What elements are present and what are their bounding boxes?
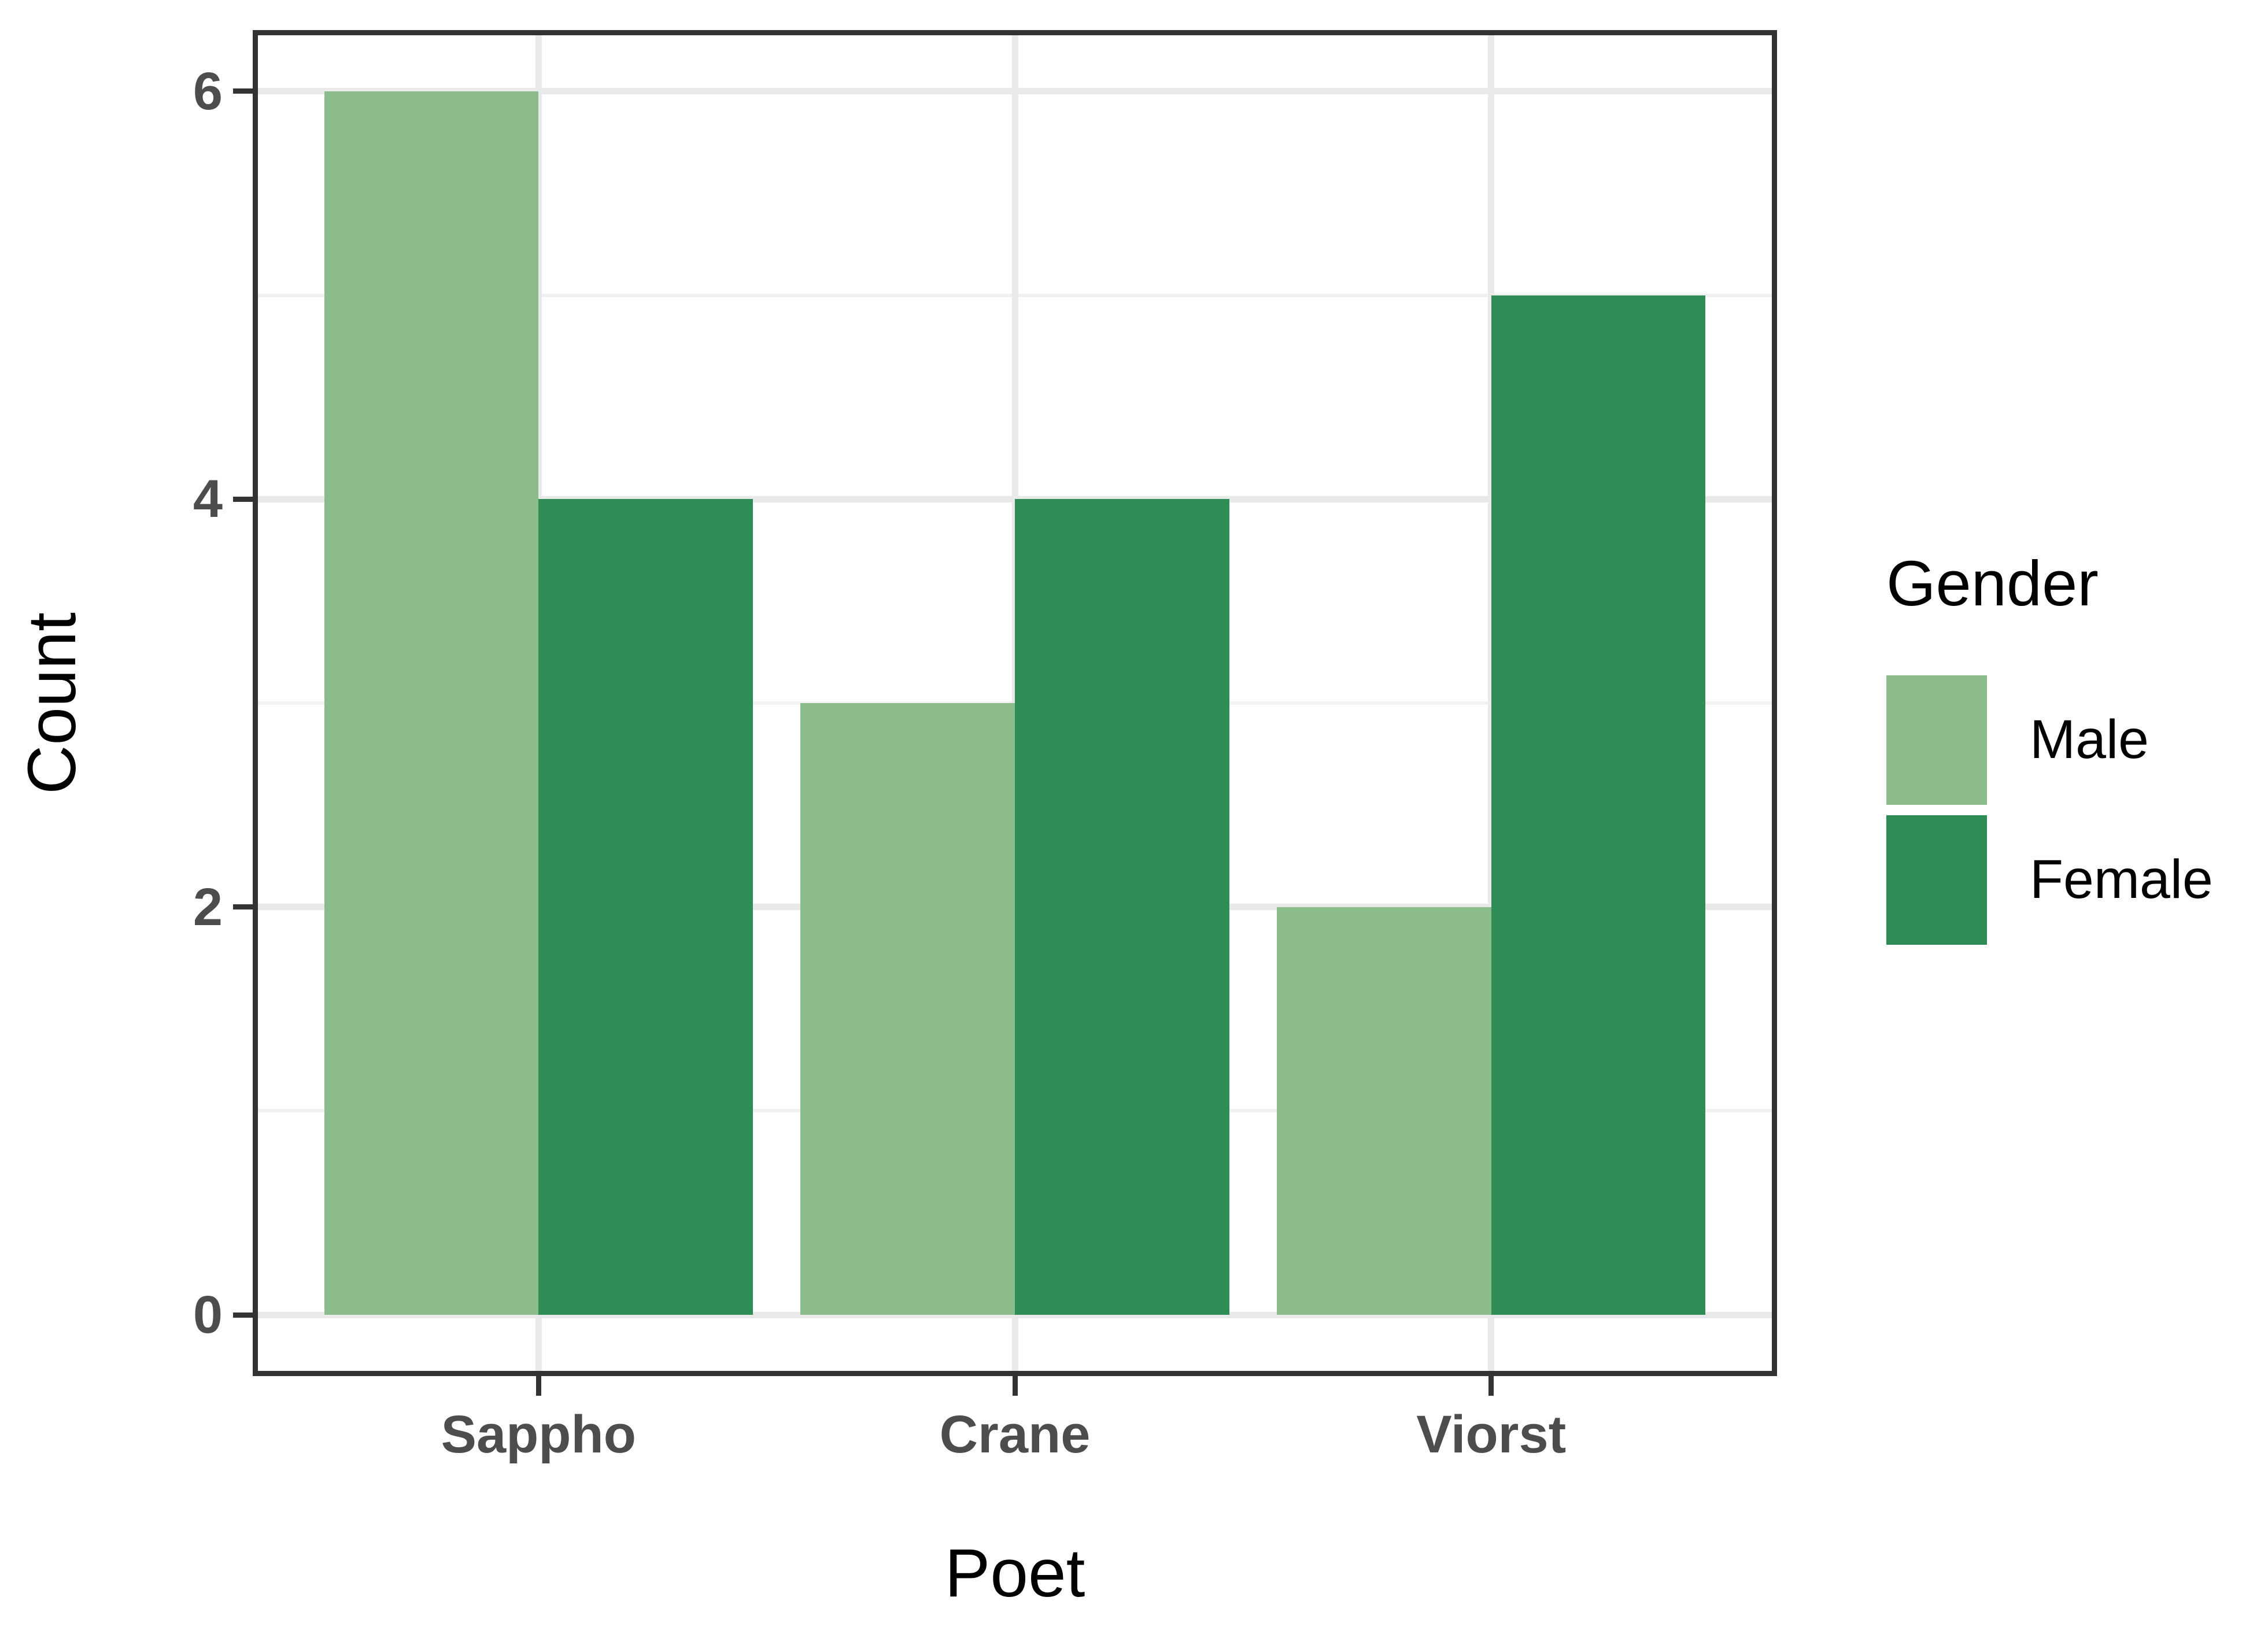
legend-label-male: Male	[2030, 709, 2149, 770]
legend-item-male: Male	[1886, 675, 2213, 805]
bar-male-sappho	[324, 91, 539, 1315]
bar-female-viorst	[1491, 295, 1706, 1315]
y-tick-6	[233, 88, 253, 94]
x-tick-sappho	[535, 1376, 541, 1396]
y-tick-4	[233, 496, 253, 502]
y-tick-label-2: 2	[193, 877, 223, 937]
y-tick-label-0: 0	[193, 1285, 223, 1345]
plot-panel	[253, 30, 1777, 1376]
x-tick-crane	[1012, 1376, 1018, 1396]
bar-male-crane	[800, 703, 1015, 1315]
legend-swatch-female-icon	[1886, 815, 1987, 945]
x-tick-label-viorst: Viorst	[1416, 1405, 1567, 1464]
y-tick-label-4: 4	[193, 469, 223, 529]
bar-female-sappho	[538, 499, 753, 1315]
y-axis-title: Count	[14, 612, 90, 794]
y-axis-title-wrap: Count	[6, 30, 98, 1376]
legend-item-female: Female	[1886, 815, 2213, 945]
y-tick-0	[233, 1312, 253, 1318]
bar-female-crane	[1015, 499, 1229, 1315]
legend-items: Male Female	[1886, 675, 2213, 945]
legend-swatch-male-icon	[1886, 675, 1987, 805]
x-tick-viorst	[1488, 1376, 1494, 1396]
bar-male-viorst	[1277, 907, 1491, 1315]
x-tick-label-sappho: Sappho	[441, 1405, 636, 1464]
legend: Gender Male Female	[1886, 550, 2213, 955]
x-tick-label-crane: Crane	[939, 1405, 1091, 1464]
y-tick-2	[233, 904, 253, 910]
x-axis-title: Poet	[944, 1535, 1085, 1611]
legend-label-female: Female	[2030, 849, 2213, 910]
legend-title: Gender	[1886, 548, 2099, 619]
y-tick-label-6: 6	[193, 61, 223, 121]
